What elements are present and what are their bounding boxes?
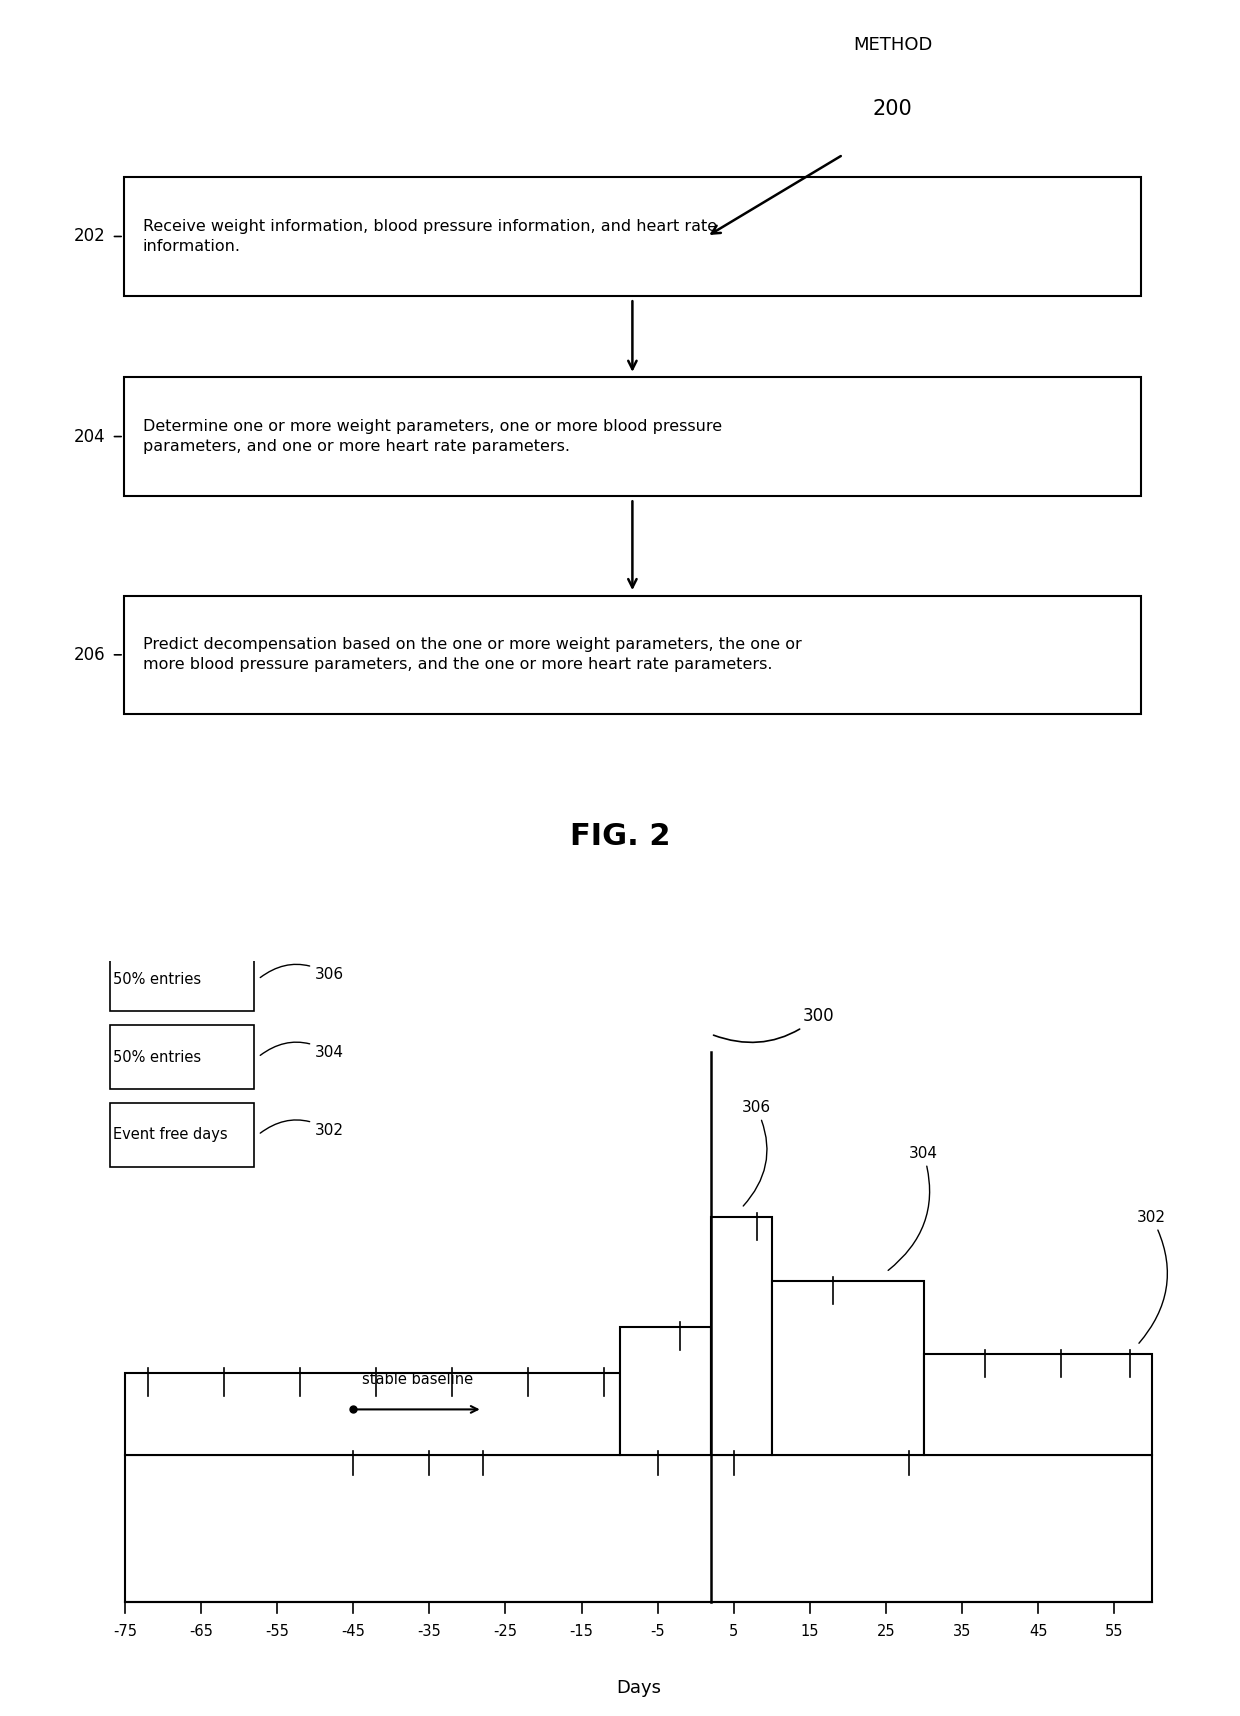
Text: 302: 302 [1137, 1210, 1167, 1344]
Text: 304: 304 [888, 1146, 937, 1270]
Text: Days: Days [616, 1680, 661, 1697]
Bar [711, 1217, 771, 1455]
Bar [124, 177, 1141, 295]
Text: -55: -55 [265, 1625, 289, 1639]
Bar [125, 1373, 620, 1455]
Bar [924, 1354, 1152, 1455]
Text: stable baseline: stable baseline [362, 1371, 474, 1387]
Bar [109, 947, 254, 1011]
Text: 55: 55 [1105, 1625, 1123, 1639]
Text: Determine one or more weight parameters, one or more blood pressure
parameters, : Determine one or more weight parameters,… [143, 419, 722, 455]
Text: 306: 306 [742, 1100, 770, 1206]
Text: Receive weight information, blood pressure information, and heart rate
informati: Receive weight information, blood pressu… [143, 220, 717, 254]
Bar [109, 1103, 254, 1167]
Text: -25: -25 [494, 1625, 517, 1639]
Bar [620, 1326, 711, 1455]
Text: 45: 45 [1029, 1625, 1048, 1639]
Text: Event free days: Event free days [113, 1127, 228, 1143]
Text: 304: 304 [260, 1042, 345, 1060]
Bar [125, 1455, 1152, 1601]
Text: -75: -75 [113, 1625, 136, 1639]
Text: METHOD: METHOD [853, 36, 932, 55]
Text: 50% entries: 50% entries [113, 971, 202, 987]
Bar [771, 1282, 924, 1455]
Text: 200: 200 [873, 100, 913, 118]
Text: FIG. 2: FIG. 2 [569, 822, 671, 851]
Text: 306: 306 [260, 964, 345, 982]
Bar [124, 378, 1141, 496]
Text: 15: 15 [801, 1625, 820, 1639]
Bar [109, 1024, 254, 1090]
Text: -35: -35 [418, 1625, 441, 1639]
Text: 50% entries: 50% entries [113, 1050, 202, 1064]
Text: 300: 300 [713, 1007, 833, 1042]
Text: 206: 206 [73, 645, 105, 664]
Text: -65: -65 [188, 1625, 213, 1639]
Text: 202: 202 [73, 228, 105, 245]
Text: 35: 35 [952, 1625, 971, 1639]
Text: 5: 5 [729, 1625, 738, 1639]
Text: -15: -15 [569, 1625, 594, 1639]
Text: 204: 204 [73, 427, 105, 446]
Text: 25: 25 [877, 1625, 895, 1639]
Bar [124, 595, 1141, 714]
Text: -5: -5 [650, 1625, 665, 1639]
Text: 302: 302 [260, 1121, 345, 1138]
Text: Predict decompensation based on the one or more weight parameters, the one or
mo: Predict decompensation based on the one … [143, 637, 801, 673]
Text: -45: -45 [341, 1625, 365, 1639]
